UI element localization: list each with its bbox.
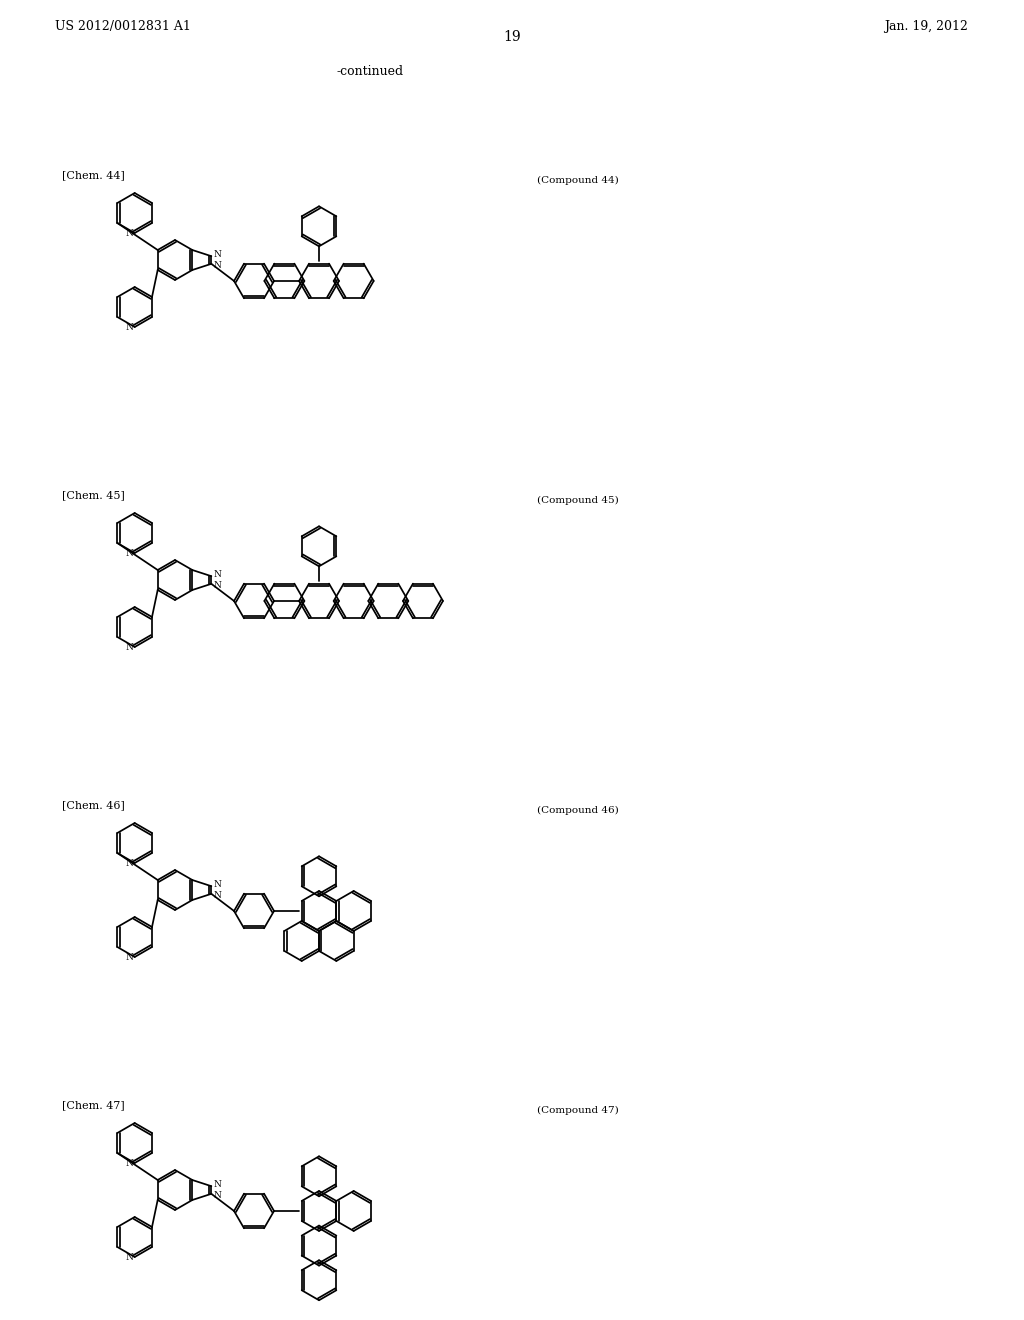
Text: N: N — [125, 953, 133, 961]
Text: N: N — [125, 1253, 133, 1262]
Text: US 2012/0012831 A1: US 2012/0012831 A1 — [55, 20, 190, 33]
Text: N: N — [125, 1159, 133, 1167]
Text: -continued: -continued — [337, 65, 403, 78]
Text: N: N — [214, 570, 222, 579]
Text: N: N — [214, 251, 222, 259]
Text: N: N — [214, 581, 222, 590]
Text: (Compound 45): (Compound 45) — [537, 495, 618, 504]
Text: (Compound 46): (Compound 46) — [537, 805, 618, 814]
Text: N: N — [125, 322, 133, 331]
Text: N: N — [214, 880, 222, 890]
Text: 19: 19 — [503, 30, 521, 44]
Text: [Chem. 44]: [Chem. 44] — [62, 170, 125, 180]
Text: (Compound 44): (Compound 44) — [537, 176, 618, 185]
Text: N: N — [214, 1180, 222, 1189]
Text: (Compound 47): (Compound 47) — [537, 1105, 618, 1114]
Text: N: N — [214, 1191, 222, 1200]
Text: N: N — [125, 858, 133, 867]
Text: N: N — [125, 228, 133, 238]
Text: [Chem. 46]: [Chem. 46] — [62, 800, 125, 810]
Text: N: N — [214, 261, 222, 269]
Text: [Chem. 45]: [Chem. 45] — [62, 490, 125, 500]
Text: N: N — [214, 891, 222, 900]
Text: [Chem. 47]: [Chem. 47] — [62, 1100, 125, 1110]
Text: N: N — [125, 643, 133, 652]
Text: N: N — [125, 549, 133, 557]
Text: Jan. 19, 2012: Jan. 19, 2012 — [884, 20, 968, 33]
